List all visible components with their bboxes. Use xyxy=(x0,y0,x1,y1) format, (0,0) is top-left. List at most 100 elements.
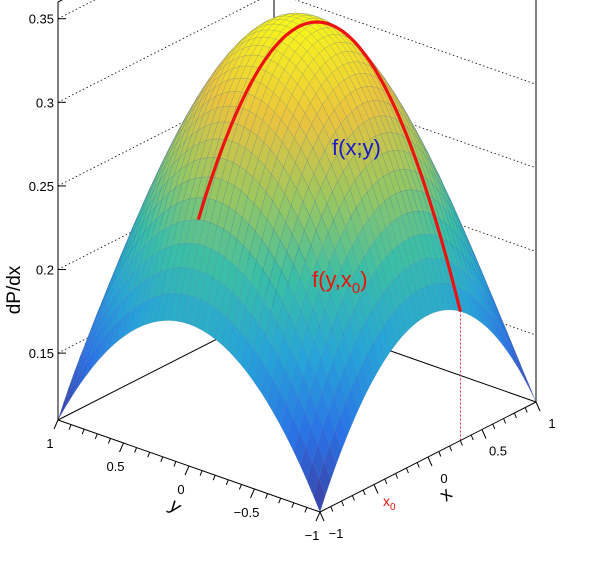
surface-cell xyxy=(239,54,252,67)
surface-cell xyxy=(482,276,495,305)
surface-cell xyxy=(457,266,471,295)
surface-cell xyxy=(367,343,380,379)
x-tick xyxy=(330,506,334,512)
y-tick-label: 0 xyxy=(177,482,184,497)
surface-cell xyxy=(352,51,365,64)
surface-cell xyxy=(365,73,378,89)
x-tick-label: −1 xyxy=(329,526,344,541)
surface-cell xyxy=(239,306,253,341)
frame-edge xyxy=(57,0,64,3)
x-tick xyxy=(503,418,507,424)
x0-label-main: x xyxy=(383,493,390,509)
surface-cell xyxy=(363,63,377,78)
z-tick-label: 0.15 xyxy=(29,346,54,361)
y-tick xyxy=(173,461,177,467)
surface-cell xyxy=(394,305,407,339)
surface-cell xyxy=(103,268,116,299)
surface-cell xyxy=(430,258,444,284)
x-tick xyxy=(395,473,399,479)
surface-cell xyxy=(426,284,440,314)
x0-label-sub: 0 xyxy=(390,502,396,513)
surface-cell xyxy=(125,241,138,270)
curve-label: f(y,x0) xyxy=(312,267,368,297)
surface-cell xyxy=(421,285,434,316)
surface-cell xyxy=(148,271,161,300)
surface-cell xyxy=(419,159,433,184)
surface-cell xyxy=(374,115,387,135)
x-tick xyxy=(470,434,474,441)
surface-cell xyxy=(163,136,176,161)
surface-cell xyxy=(166,243,180,270)
surface-cell xyxy=(313,477,326,513)
y-tick xyxy=(160,456,164,462)
z-tick-label: 0.25 xyxy=(29,179,54,194)
surface-cell xyxy=(220,67,234,84)
surface-cell xyxy=(75,344,88,375)
surface-cell xyxy=(345,388,359,424)
y-tick-label: 0.5 xyxy=(106,459,124,474)
surface-cell xyxy=(259,20,273,28)
surface-cell xyxy=(409,119,423,142)
surface-cell xyxy=(518,362,531,391)
surface-cell xyxy=(86,312,99,343)
surface-cell xyxy=(464,231,477,260)
surface-cell xyxy=(123,306,136,338)
surface-cell xyxy=(417,211,431,235)
surface-cell xyxy=(480,304,494,334)
surface-cell xyxy=(129,302,143,333)
x-tick xyxy=(427,456,433,467)
surface-cell xyxy=(201,302,215,335)
surface-cell xyxy=(240,171,254,198)
y-tick xyxy=(134,447,138,453)
surface-cell xyxy=(471,256,485,285)
y-tick xyxy=(291,502,295,508)
surface-cell xyxy=(207,276,220,308)
x-tick xyxy=(319,511,325,522)
surface-cell xyxy=(87,314,100,345)
surface-cell xyxy=(517,357,530,386)
surface-cell xyxy=(236,39,250,52)
y-tick xyxy=(147,452,151,458)
surface-cell xyxy=(466,247,479,276)
surface-cell xyxy=(441,185,454,212)
y-tick xyxy=(107,438,111,444)
surface-cell xyxy=(401,213,415,239)
surface-cell xyxy=(172,220,185,246)
surface-cell xyxy=(81,331,94,362)
surface-cell xyxy=(120,226,133,256)
surface-cell xyxy=(177,198,191,223)
surface-cell xyxy=(404,169,418,191)
surface-cell xyxy=(148,180,161,207)
surface-cell xyxy=(477,265,490,295)
surface-cell xyxy=(156,192,170,219)
x-tick xyxy=(492,423,496,430)
surface-cell xyxy=(193,244,206,272)
surface-cell xyxy=(392,91,405,112)
surface-cell xyxy=(222,182,235,208)
y-tick-label: 1 xyxy=(46,436,53,451)
axis-ticks: 0.15 0.2 0.25 0.3 0.35 −1 0 0.5 1 −1 −0.5 0 0.5 1 xyxy=(29,12,556,543)
surface-cell xyxy=(523,373,537,403)
surface-cell xyxy=(110,317,123,349)
surface-cell xyxy=(282,12,295,15)
surface-cell xyxy=(212,252,226,282)
surface-cell xyxy=(201,157,214,178)
surface-cell xyxy=(189,99,202,120)
surface-cell xyxy=(423,211,436,236)
surface-cell xyxy=(211,225,224,253)
surface-cell xyxy=(446,194,460,222)
x0-label: x0 xyxy=(383,493,396,513)
surface-cell xyxy=(210,60,224,77)
y-tick xyxy=(265,493,269,499)
surface-cell xyxy=(142,296,156,326)
surface-cell xyxy=(213,281,227,313)
surface-cell xyxy=(200,77,213,96)
y-tick xyxy=(315,511,321,522)
surface-cell xyxy=(372,334,386,370)
surface-cell xyxy=(135,278,148,308)
y-tick xyxy=(94,433,98,439)
surface-cell xyxy=(103,323,117,355)
surface-cell xyxy=(209,93,223,112)
surface-cell xyxy=(207,75,221,93)
surface-cell xyxy=(450,227,463,255)
